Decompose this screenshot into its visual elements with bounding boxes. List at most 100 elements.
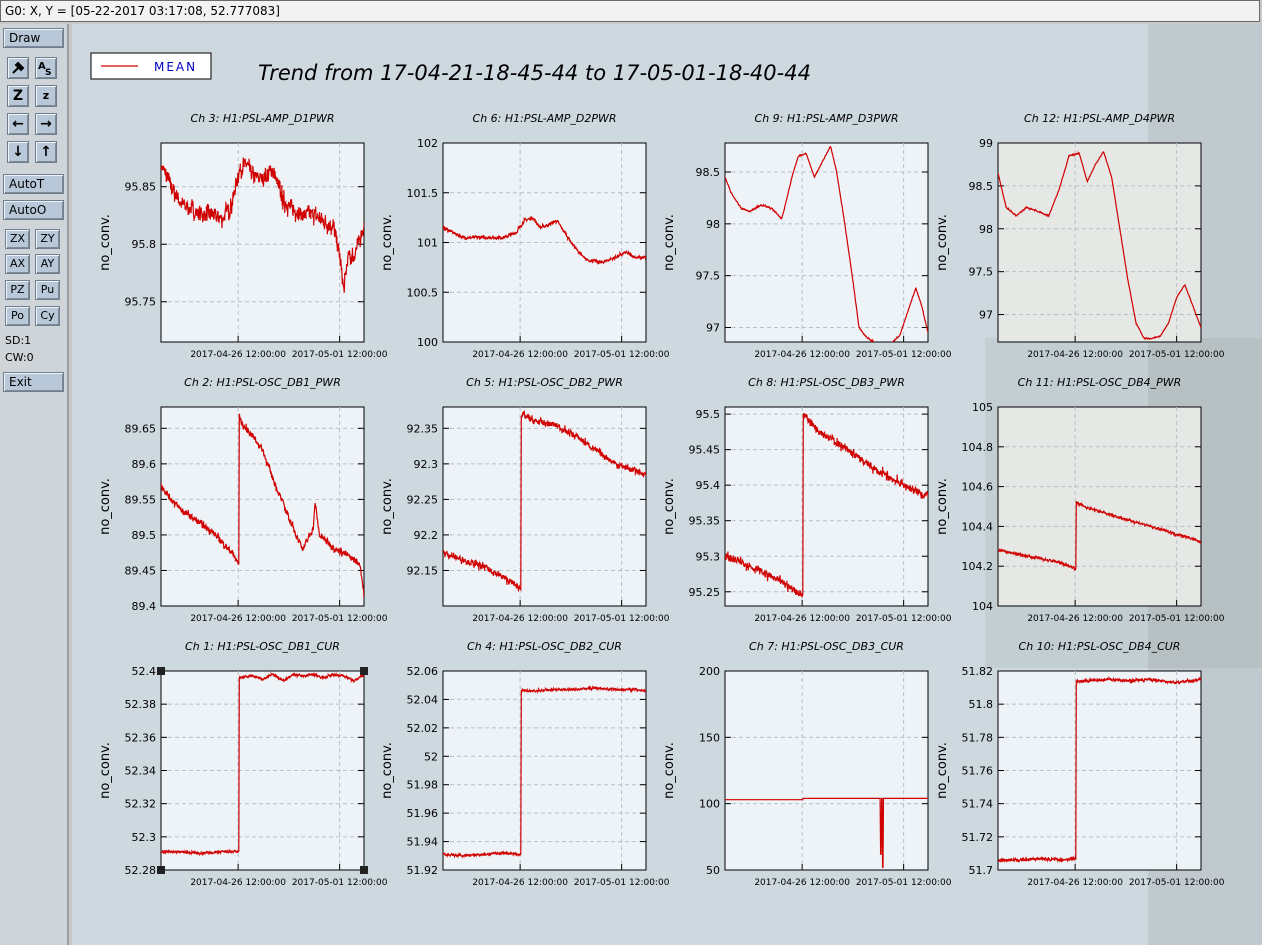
plot-area[interactable] bbox=[160, 406, 365, 607]
arrow-down-icon[interactable]: ↓ bbox=[7, 141, 29, 163]
y-tick-label: 99 bbox=[979, 137, 993, 150]
pick-tool-icon[interactable] bbox=[7, 57, 29, 79]
y-axis-label: no_conv. bbox=[662, 742, 677, 799]
y-tick-label: 92.3 bbox=[414, 458, 439, 471]
trend-panel-6[interactable]: 92.15 92.2 92.25 92.3 92.35 2017-04-26 12:00:… bbox=[380, 376, 670, 624]
plot-area[interactable] bbox=[997, 406, 1202, 607]
arrow-up-icon[interactable]: ↑ bbox=[35, 141, 57, 163]
plot-area[interactable] bbox=[442, 670, 647, 871]
x-tick-label: 2017-04-26 12:00:00 bbox=[190, 878, 286, 888]
x-tick-label: 2017-04-26 12:00:00 bbox=[472, 878, 568, 888]
plot-area[interactable] bbox=[724, 406, 929, 607]
plot-area[interactable] bbox=[442, 406, 647, 607]
svg-text:A: A bbox=[38, 61, 46, 72]
x-tick-label: 2017-04-26 12:00:00 bbox=[1027, 614, 1123, 624]
y-tick-label: 51.8 bbox=[969, 698, 994, 711]
po-button[interactable]: Po bbox=[5, 306, 30, 326]
trend-panel-9[interactable]: 52.28 52.3 52.32 52.34 52.36 52.38 52.4 2017-04… bbox=[98, 640, 388, 888]
x-tick-label: 2017-05-01 12:00:00 bbox=[856, 614, 952, 624]
y-tick-label: 97 bbox=[979, 309, 993, 322]
y-tick-label: 102 bbox=[417, 137, 438, 150]
y-tick-label: 105 bbox=[972, 401, 993, 414]
arrow-left-icon[interactable]: ← bbox=[7, 113, 29, 135]
draw-button[interactable]: Draw bbox=[3, 28, 64, 48]
x-tick-label: 2017-04-26 12:00:00 bbox=[1027, 350, 1123, 360]
y-tick-label: 92.2 bbox=[414, 529, 439, 542]
cy-button[interactable]: Cy bbox=[35, 306, 60, 326]
x-tick-label: 2017-05-01 12:00:00 bbox=[292, 614, 388, 624]
series-line-mean bbox=[443, 216, 646, 265]
auto-o-button[interactable]: AutoO bbox=[3, 200, 64, 220]
series-line-mean bbox=[998, 500, 1201, 572]
zoom-out-icon[interactable]: z bbox=[35, 85, 57, 107]
arrow-right-icon[interactable]: → bbox=[35, 113, 57, 135]
x-tick-label: 2017-05-01 12:00:00 bbox=[292, 350, 388, 360]
y-tick-label: 52.04 bbox=[407, 693, 439, 706]
pu-button[interactable]: Pu bbox=[35, 280, 60, 300]
trend-panel-7[interactable]: 95.25 95.3 95.35 95.4 95.45 95.5 2017-04-26 12… bbox=[662, 376, 952, 624]
x-tick-label: 2017-05-01 12:00:00 bbox=[856, 878, 952, 888]
auto-t-button[interactable]: AutoT bbox=[3, 174, 64, 194]
y-tick-label: 52.06 bbox=[407, 665, 439, 678]
ay-button[interactable]: AY bbox=[35, 254, 60, 274]
y-axis-label: no_conv. bbox=[98, 478, 113, 535]
trend-panel-1[interactable]: 95.75 95.8 95.85 2017-04-26 12:00:00 2017-05… bbox=[98, 112, 388, 360]
y-tick-label: 150 bbox=[699, 731, 720, 744]
x-tick-label: 2017-04-26 12:00:00 bbox=[190, 614, 286, 624]
selection-handle[interactable] bbox=[360, 667, 368, 675]
y-axis-label: no_conv. bbox=[662, 478, 677, 535]
y-tick-label: 100.5 bbox=[407, 286, 439, 299]
selection-handle[interactable] bbox=[157, 866, 165, 874]
y-tick-label: 51.72 bbox=[962, 831, 994, 844]
y-tick-label: 51.78 bbox=[962, 731, 994, 744]
plot-area[interactable] bbox=[160, 142, 365, 343]
x-tick-label: 2017-04-26 12:00:00 bbox=[1027, 878, 1123, 888]
x-tick-label: 2017-05-01 12:00:00 bbox=[574, 350, 670, 360]
x-tick-label: 2017-04-26 12:00:00 bbox=[190, 350, 286, 360]
trend-panel-11[interactable]: 50 100 150 200 2017-04-26 12:00:00 2017-05-01… bbox=[662, 640, 952, 888]
selection-handle[interactable] bbox=[157, 667, 165, 675]
exit-button[interactable]: Exit bbox=[3, 372, 64, 392]
x-tick-label: 2017-05-01 12:00:00 bbox=[856, 350, 952, 360]
plot-area[interactable] bbox=[997, 142, 1202, 343]
trend-panel-12[interactable]: 51.7 51.72 51.74 51.76 51.78 51.8 51.82 2017-04… bbox=[935, 640, 1225, 888]
zoom-in-icon[interactable]: Z bbox=[7, 85, 29, 107]
trend-panel-4[interactable]: 97 97.5 98 98.5 99 2017-04-26 12:00:00 2017-05… bbox=[935, 112, 1225, 360]
panel-title: Ch 5: H1:PSL-OSC_DB2_PWR bbox=[466, 376, 623, 389]
x-tick-label: 2017-05-01 12:00:00 bbox=[574, 614, 670, 624]
plot-area[interactable] bbox=[724, 142, 929, 343]
y-tick-label: 89.55 bbox=[125, 493, 157, 506]
y-tick-label: 97 bbox=[706, 321, 720, 334]
trend-panel-5[interactable]: 89.4 89.45 89.5 89.55 89.6 89.65 2017-04-26 12… bbox=[98, 376, 388, 624]
trend-panel-10[interactable]: 51.92 51.94 51.96 51.98 52 52.02 52.04 52.06 201… bbox=[380, 640, 670, 888]
y-tick-label: 92.25 bbox=[407, 493, 439, 506]
svg-text:S: S bbox=[45, 68, 51, 78]
x-tick-label: 2017-04-26 12:00:00 bbox=[472, 350, 568, 360]
trend-panel-3[interactable]: 97 97.5 98 98.5 2017-04-26 12:00:00 2017-05-0… bbox=[662, 112, 952, 360]
series-line-mean bbox=[443, 685, 646, 859]
x-tick-label: 2017-05-01 12:00:00 bbox=[292, 878, 388, 888]
ax-button[interactable]: AX bbox=[5, 254, 30, 274]
trend-panel-2[interactable]: 100 100.5 101 101.5 102 2017-04-26 12:00:00 20… bbox=[380, 112, 670, 360]
trend-panel-8[interactable]: 104 104.2 104.4 104.6 104.8 105 2017-04-26 12:… bbox=[935, 376, 1225, 624]
y-axis-label: no_conv. bbox=[98, 214, 113, 271]
selection-handle[interactable] bbox=[360, 866, 368, 874]
y-tick-label: 97.5 bbox=[969, 266, 994, 279]
series-line-mean bbox=[161, 157, 364, 293]
y-tick-label: 89.65 bbox=[125, 422, 157, 435]
y-axis-label: no_conv. bbox=[380, 478, 395, 535]
panel-title: Ch 11: H1:PSL-OSC_DB4_PWR bbox=[1018, 376, 1182, 389]
zy-button[interactable]: ZY bbox=[35, 229, 60, 249]
series-line-mean bbox=[998, 150, 1201, 341]
x-tick-label: 2017-04-26 12:00:00 bbox=[754, 614, 850, 624]
y-axis-label: no_conv. bbox=[98, 742, 113, 799]
series-line-mean bbox=[443, 410, 646, 592]
cw-readout: CW:0 bbox=[5, 351, 34, 364]
plot-area[interactable] bbox=[724, 670, 929, 871]
y-tick-label: 95.25 bbox=[689, 586, 721, 599]
y-tick-label: 100 bbox=[417, 336, 438, 349]
zx-button[interactable]: ZX bbox=[5, 229, 30, 249]
pz-button[interactable]: PZ bbox=[5, 280, 30, 300]
y-tick-label: 89.4 bbox=[132, 600, 157, 613]
